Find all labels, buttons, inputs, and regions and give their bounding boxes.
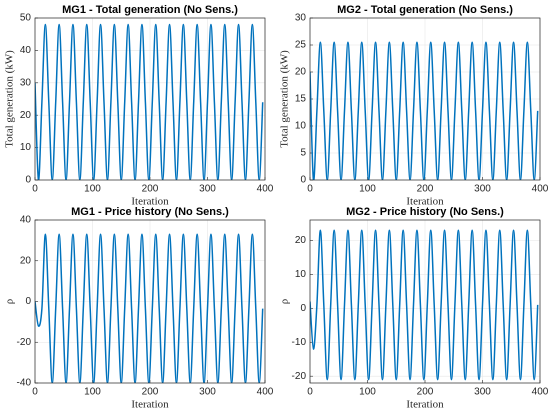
y-axis-label: ρ (4, 298, 16, 304)
y-tick-label: 0 (300, 175, 306, 186)
x-tick-label: 300 (199, 184, 216, 195)
x-tick-label: 400 (257, 184, 274, 195)
subplot: 0 100 200 300 400 0 10 20 30 40 50 MG1 - Total gene… (4, 4, 274, 208)
y-tick-label: 0 (25, 175, 31, 186)
y-tick-label: 20 (295, 67, 307, 78)
y-tick-label: 50 (20, 13, 32, 24)
x-tick-label: 0 (32, 184, 38, 195)
y-tick-label: 10 (295, 121, 307, 132)
y-tick-label: 20 (20, 255, 32, 266)
subplot: 0 100 200 300 400 -20 -10 0 10 20 MG2 - Price hist… (279, 206, 549, 411)
y-tick-label: -20 (292, 371, 307, 382)
x-tick-label: 400 (257, 387, 274, 398)
y-tick-label: 30 (20, 77, 32, 88)
x-tick-label: 0 (307, 184, 313, 195)
x-tick-label: 300 (474, 387, 491, 398)
y-tick-label: -40 (17, 378, 32, 389)
axes-box (34, 17, 266, 181)
y-tick-label: 0 (300, 303, 306, 314)
y-axis-label: Total generation (kW) (4, 50, 16, 148)
x-tick-label: 100 (359, 184, 376, 195)
x-tick-label: 400 (532, 184, 549, 195)
x-tick-label: 200 (142, 184, 159, 195)
y-tick-label: 20 (20, 110, 32, 121)
x-tick-label: 400 (532, 387, 549, 398)
x-tick-label: 200 (142, 387, 159, 398)
chart-title: MG2 - Price history (No Sens.) (346, 206, 504, 218)
data-line (310, 229, 539, 381)
y-tick-label: -10 (292, 337, 307, 348)
x-tick-label: 100 (84, 387, 101, 398)
y-tick-label: 5 (300, 148, 306, 159)
x-axis-label: Iteration (131, 399, 169, 411)
x-tick-label: 200 (417, 387, 434, 398)
axes-box (309, 219, 541, 384)
subplot: 0 100 200 300 400 0 5 10 15 20 25 30 MG2 - Total gen… (279, 4, 549, 208)
chart-title: MG1 - Total generation (No Sens.) (62, 4, 238, 16)
y-tick-label: 10 (20, 142, 32, 153)
x-tick-label: 200 (417, 184, 434, 195)
x-tick-label: 300 (474, 184, 491, 195)
x-axis-label: Iteration (131, 196, 169, 208)
y-tick-label: 40 (20, 45, 32, 56)
x-axis-label: Iteration (406, 196, 444, 208)
chart-title: MG2 - Total generation (No Sens.) (337, 4, 513, 16)
y-tick-label: 0 (25, 296, 31, 307)
y-tick-label: 10 (295, 269, 307, 280)
x-tick-label: 100 (359, 387, 376, 398)
x-tick-label: 0 (307, 387, 313, 398)
y-tick-label: 25 (295, 40, 307, 51)
axes-box (309, 17, 541, 181)
data-line (310, 41, 539, 180)
y-tick-label: 15 (295, 94, 307, 105)
y-tick-label: 30 (295, 13, 307, 24)
axes-box (34, 219, 266, 384)
x-axis-label: Iteration (406, 399, 444, 411)
x-tick-label: 0 (32, 387, 38, 398)
y-tick-label: -20 (17, 337, 32, 348)
x-tick-label: 300 (199, 387, 216, 398)
y-tick-label: 20 (295, 235, 307, 246)
y-axis-label: Total generation (kW) (279, 50, 291, 148)
chart-title: MG1 - Price history (No Sens.) (71, 206, 229, 218)
x-tick-label: 100 (84, 184, 101, 195)
y-axis-label: ρ (279, 298, 291, 304)
subplot: 0 100 200 300 400 -40 -20 0 20 40 MG1 - Price hist… (4, 206, 274, 411)
y-tick-label: 40 (20, 215, 32, 226)
